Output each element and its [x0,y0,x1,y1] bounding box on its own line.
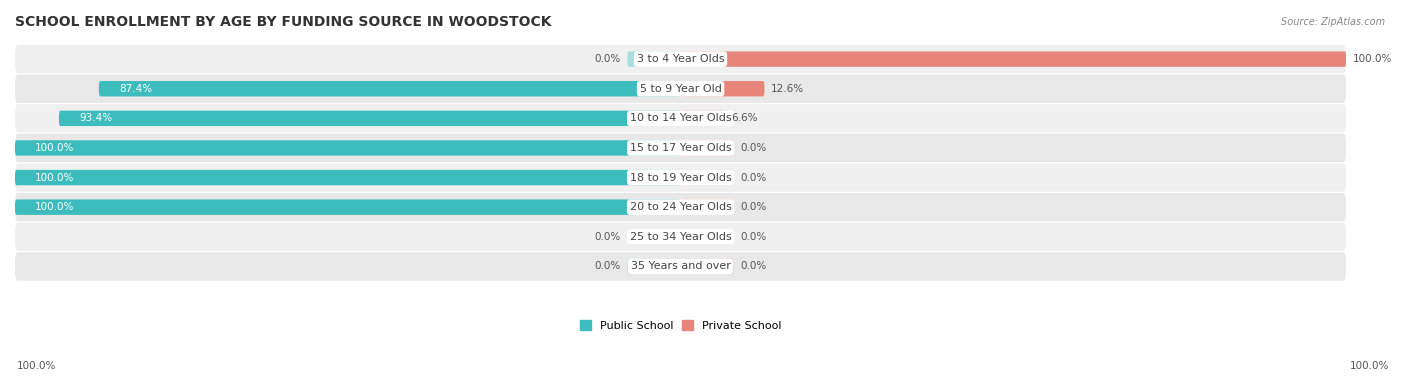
FancyBboxPatch shape [15,252,1346,280]
Legend: Public School, Private School: Public School, Private School [576,317,785,334]
Text: 100.0%: 100.0% [1350,361,1389,371]
FancyBboxPatch shape [15,134,1346,162]
FancyBboxPatch shape [15,193,1346,222]
Text: 25 to 34 Year Olds: 25 to 34 Year Olds [630,232,731,242]
FancyBboxPatch shape [681,51,1346,67]
Text: 0.0%: 0.0% [741,143,766,153]
FancyBboxPatch shape [681,200,734,215]
Text: 20 to 24 Year Olds: 20 to 24 Year Olds [630,202,731,212]
Text: 0.0%: 0.0% [741,173,766,183]
FancyBboxPatch shape [15,74,1346,103]
FancyBboxPatch shape [627,229,681,245]
FancyBboxPatch shape [681,259,734,274]
FancyBboxPatch shape [15,104,1346,133]
FancyBboxPatch shape [15,223,1346,251]
FancyBboxPatch shape [15,170,681,185]
Text: 10 to 14 Year Olds: 10 to 14 Year Olds [630,113,731,123]
Text: 100.0%: 100.0% [1353,54,1392,64]
FancyBboxPatch shape [98,81,681,96]
FancyBboxPatch shape [627,51,681,67]
Text: 0.0%: 0.0% [741,232,766,242]
FancyBboxPatch shape [681,111,724,126]
FancyBboxPatch shape [15,140,681,156]
Text: SCHOOL ENROLLMENT BY AGE BY FUNDING SOURCE IN WOODSTOCK: SCHOOL ENROLLMENT BY AGE BY FUNDING SOUR… [15,15,551,29]
FancyBboxPatch shape [15,163,1346,192]
Text: 15 to 17 Year Olds: 15 to 17 Year Olds [630,143,731,153]
Text: 0.0%: 0.0% [741,261,766,271]
Text: 0.0%: 0.0% [595,54,620,64]
Text: 0.0%: 0.0% [595,232,620,242]
Text: 0.0%: 0.0% [741,202,766,212]
FancyBboxPatch shape [15,45,1346,73]
Text: 18 to 19 Year Olds: 18 to 19 Year Olds [630,173,731,183]
Text: 5 to 9 Year Old: 5 to 9 Year Old [640,84,721,94]
Text: 100.0%: 100.0% [17,361,56,371]
Text: 87.4%: 87.4% [120,84,152,94]
Text: 6.6%: 6.6% [731,113,758,123]
Text: 12.6%: 12.6% [770,84,804,94]
Text: 100.0%: 100.0% [35,173,75,183]
Text: 93.4%: 93.4% [79,113,112,123]
FancyBboxPatch shape [681,140,734,156]
Text: 35 Years and over: 35 Years and over [631,261,731,271]
FancyBboxPatch shape [15,200,681,215]
FancyBboxPatch shape [59,111,681,126]
FancyBboxPatch shape [681,170,734,185]
Text: 3 to 4 Year Olds: 3 to 4 Year Olds [637,54,724,64]
FancyBboxPatch shape [627,259,681,274]
Text: 100.0%: 100.0% [35,143,75,153]
Text: 0.0%: 0.0% [595,261,620,271]
FancyBboxPatch shape [681,81,765,96]
Text: 100.0%: 100.0% [35,202,75,212]
Text: Source: ZipAtlas.com: Source: ZipAtlas.com [1281,17,1385,27]
FancyBboxPatch shape [681,229,734,245]
